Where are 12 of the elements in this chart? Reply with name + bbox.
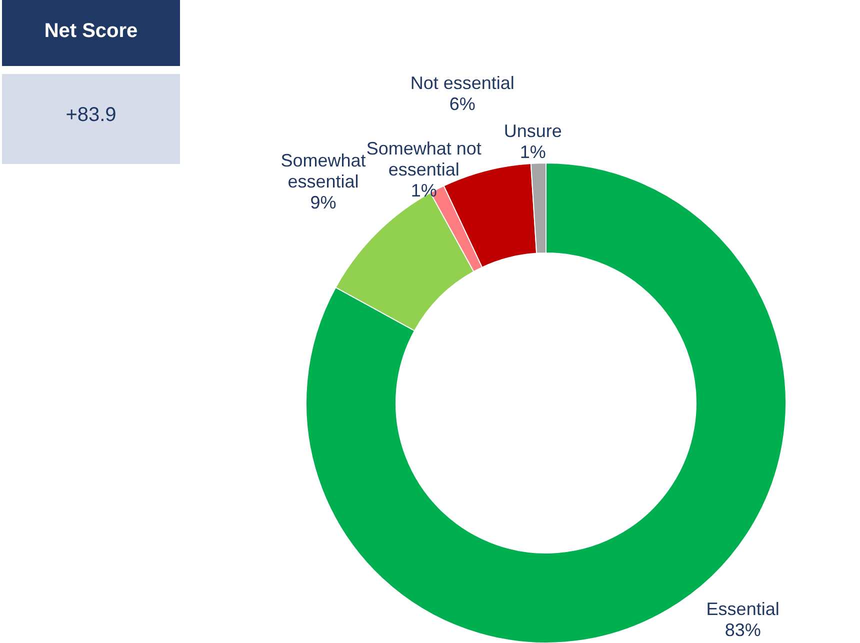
slice-label: Not essential <box>410 72 514 93</box>
text: +83.9 <box>66 104 116 127</box>
text: Net Score <box>2 0 180 66</box>
data-label: 83% <box>724 620 761 640</box>
data-label: 1% <box>410 180 437 201</box>
slice-label: Somewhat essential <box>280 150 366 192</box>
slice-label: Somewhat not essential <box>366 138 482 180</box>
slice-label: Essential <box>706 599 780 619</box>
data-label: 9% <box>310 192 336 213</box>
data-label: 6% <box>449 94 476 114</box>
slice-label: Unsure <box>504 121 562 142</box>
data-label: 1% <box>520 142 546 162</box>
